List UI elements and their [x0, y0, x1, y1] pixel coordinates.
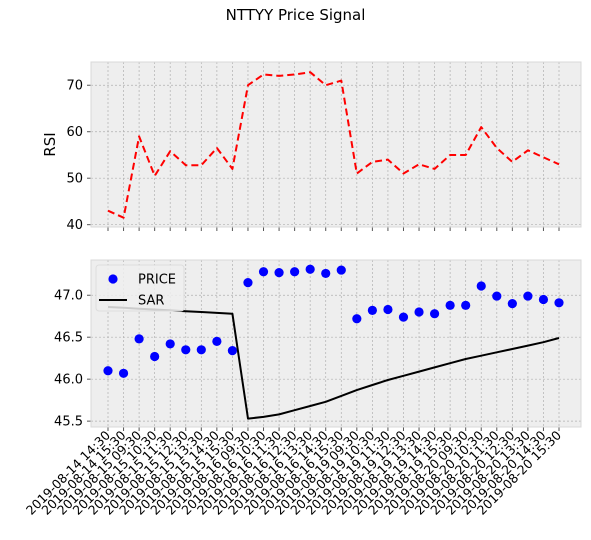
price-point — [398, 312, 409, 322]
price-point — [383, 304, 393, 315]
price-point — [305, 264, 315, 274]
plot-area — [91, 62, 581, 227]
y-tick-label: 70 — [66, 79, 83, 94]
price-point — [118, 368, 129, 378]
y-tick-label: 45.5 — [54, 415, 83, 430]
price-point — [134, 334, 144, 344]
price-point — [227, 346, 238, 356]
price-point — [523, 291, 533, 301]
price-point — [258, 267, 269, 277]
panel-1: 40 50 60 70 RSI — [41, 61, 582, 233]
price-point — [414, 307, 424, 317]
plot-frame — [90, 259, 582, 428]
sar-line — [107, 306, 560, 420]
rsi-line — [107, 71, 560, 219]
price-point — [507, 299, 517, 309]
price-point — [476, 281, 486, 291]
price-point — [461, 300, 471, 310]
price-point — [429, 309, 440, 319]
legend-price-marker — [108, 274, 118, 284]
y-axis-label: RSI — [41, 132, 59, 156]
price-point — [274, 267, 284, 278]
legend-label: PRICE — [138, 273, 176, 288]
price-point — [290, 267, 300, 277]
price-point — [212, 336, 222, 347]
chart-title: NTTYY Price Signal — [225, 6, 366, 24]
price-point — [150, 351, 160, 362]
price-point — [538, 294, 549, 305]
y-tick-label: 50 — [66, 172, 83, 187]
price-point — [554, 298, 564, 308]
price-point — [181, 345, 191, 355]
plot-frame — [90, 61, 582, 228]
y-tick-label: 46.0 — [54, 373, 83, 388]
legend-label: SAR — [138, 294, 164, 309]
price-point — [103, 366, 113, 376]
price-point — [367, 305, 377, 315]
price-point — [321, 268, 331, 279]
y-tick-label: 40 — [66, 218, 83, 233]
y-tick-label: 60 — [66, 125, 83, 140]
price-point — [352, 314, 362, 324]
price-point — [196, 345, 206, 355]
legend: PRICE SAR — [95, 264, 185, 312]
price-point — [243, 278, 253, 288]
price-point — [492, 291, 502, 301]
price-point — [165, 339, 175, 349]
price-point — [445, 300, 455, 310]
y-tick-label: 47.0 — [54, 289, 83, 304]
price-point — [336, 265, 346, 275]
y-tick-label: 46.5 — [54, 331, 83, 346]
